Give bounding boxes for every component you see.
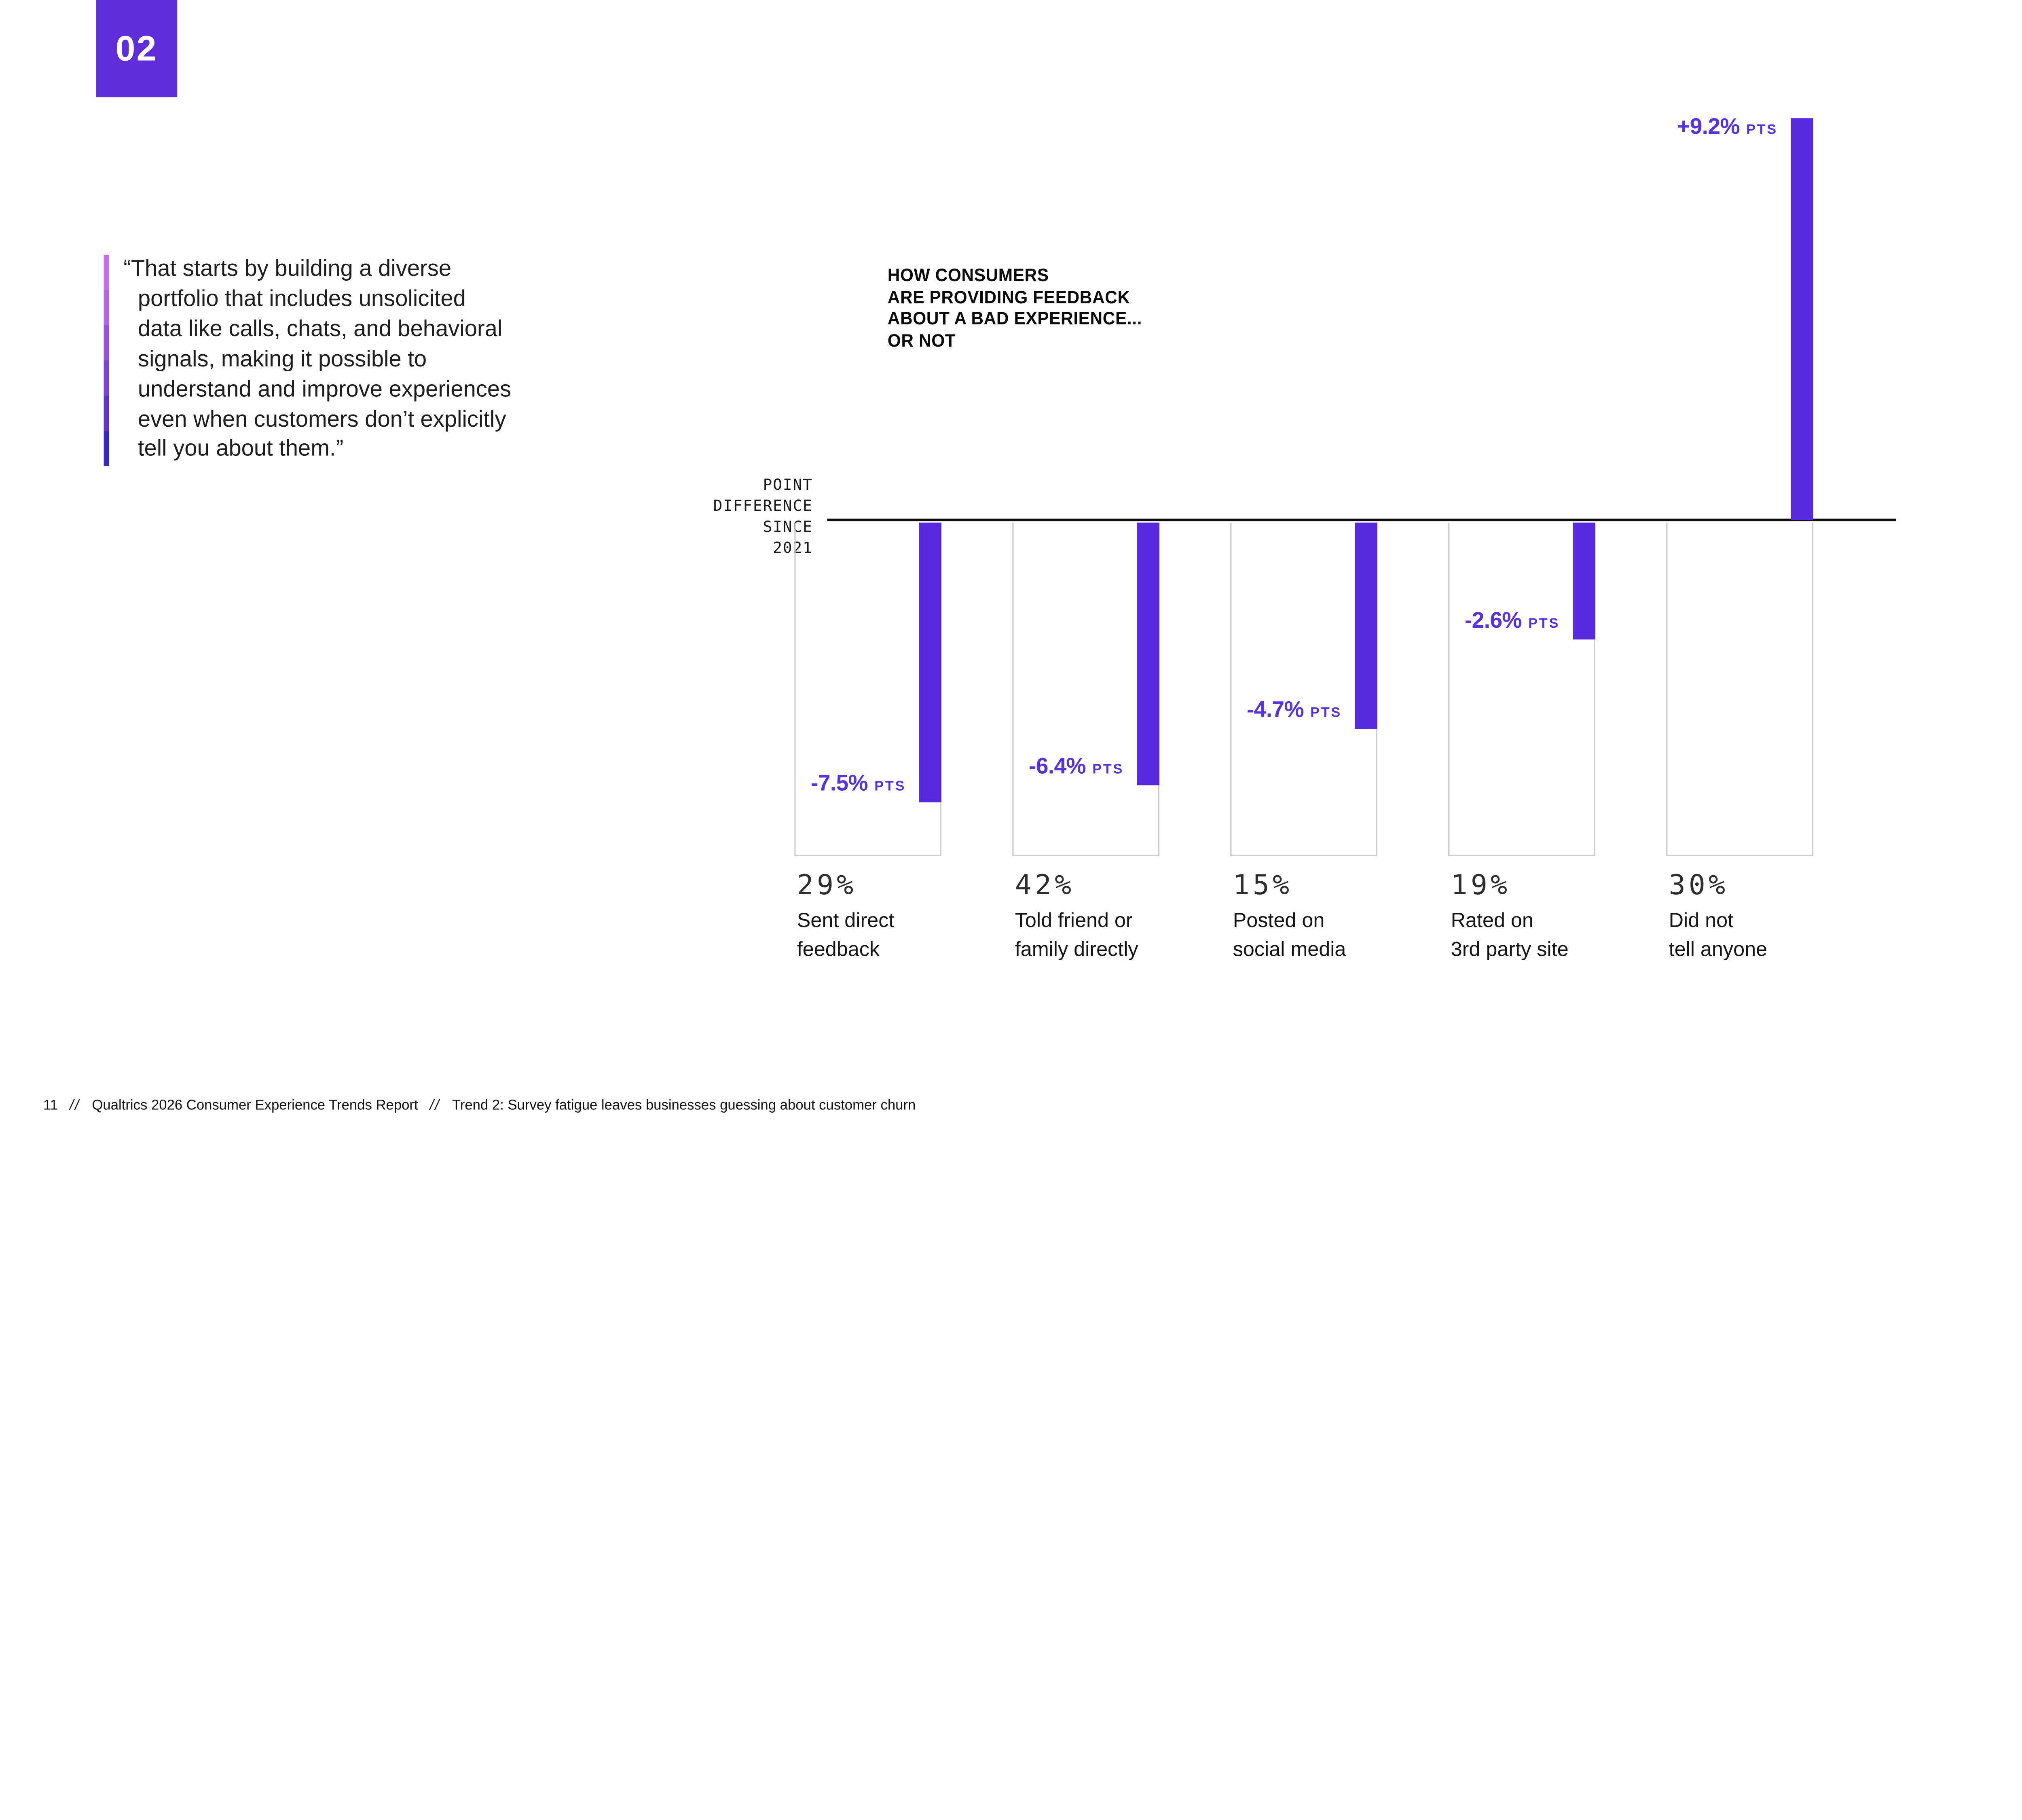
category-label-line: Posted on [1233, 910, 1325, 933]
value-label-unit: PTS [1528, 616, 1560, 632]
category-label-line: family directly [1015, 939, 1138, 962]
slide-canvas: 02 “That starts by building a diverse por… [43, 0, 1896, 1114]
chart-title: HOW CONSUMERS ARE PROVIDING FEEDBACK ABOUT… [888, 265, 1142, 353]
quote-line: signals, making it possible to [137, 345, 427, 371]
category-label: Posted on social media [1233, 908, 1443, 966]
value-label-number: -6.4% [1028, 753, 1086, 779]
bar [1137, 523, 1159, 785]
value-label: +9.2% PTS [1436, 114, 1778, 140]
category-box [1666, 523, 1813, 856]
category-label: Rated on 3rd party site [1451, 908, 1661, 966]
y-axis-label-line: DIFFERENCE [713, 496, 813, 515]
value-label-number: -4.7% [1246, 697, 1304, 722]
share-label: 42% [1015, 869, 1075, 901]
category-label-line: 3rd party site [1451, 939, 1569, 962]
quote-line: even when customers don’t explicitly [137, 405, 506, 432]
value-label: -2.6% PTS [1218, 608, 1560, 634]
footer-separator: // [429, 1098, 440, 1114]
y-axis-label-line: SINCE [763, 517, 813, 536]
category-label-line: feedback [797, 939, 880, 962]
category-label: Did not tell anyone [1669, 908, 1879, 966]
footer-page-number: 11 [43, 1098, 58, 1114]
category-label-line: tell anyone [1669, 939, 1768, 962]
share-label: 29% [797, 869, 857, 901]
value-label-unit: PTS [1746, 122, 1778, 138]
quote-accent-bar [104, 254, 109, 466]
category-label: Sent direct feedback [797, 908, 1007, 966]
category-label-line: Rated on [1451, 910, 1533, 933]
pull-quote: “That starts by building a diverse portfo… [123, 254, 532, 464]
y-axis-label-line: POINT [763, 475, 813, 494]
category-label-line: Did not [1669, 910, 1734, 933]
baseline-axis [827, 518, 1896, 522]
value-label-unit: PTS [874, 779, 906, 795]
footer-report-title: Qualtrics 2026 Consumer Experience Trend… [92, 1098, 418, 1114]
quote-line: tell you about them.” [137, 435, 344, 462]
footer-section-title: Trend 2: Survey fatigue leaves businesse… [452, 1098, 916, 1114]
value-label: -6.4% PTS [783, 754, 1124, 780]
section-number-badge: 02 [96, 0, 178, 97]
quote-line: data like calls, chats, and behavioral [137, 315, 503, 341]
category-label: Told friend or family directly [1015, 908, 1225, 966]
share-label: 15% [1233, 869, 1293, 901]
value-label: -7.5% PTS [565, 771, 906, 797]
bar [1791, 118, 1813, 520]
category-box [1448, 523, 1595, 856]
footer: 11 // Qualtrics 2026 Consumer Experience… [43, 1098, 916, 1113]
value-label-number: +9.2% [1677, 114, 1740, 140]
chart-title-line: OR NOT [887, 330, 956, 351]
section-number: 02 [115, 28, 158, 68]
category-label-line: social media [1233, 939, 1346, 962]
bar [1573, 523, 1595, 640]
quote-line: portfolio that includes unsolicited [137, 285, 466, 311]
value-label-number: -7.5% [811, 770, 868, 796]
y-axis-label: POINT DIFFERENCE SINCE 2021 [713, 474, 813, 558]
bar [1355, 523, 1377, 729]
chart-title-line: HOW CONSUMERS [887, 265, 1049, 285]
value-label-unit: PTS [1310, 705, 1342, 721]
value-label-unit: PTS [1092, 762, 1124, 778]
chart-title-line: ABOUT A BAD EXPERIENCE... [887, 309, 1142, 329]
quote-line: “That starts by building a diverse [123, 254, 452, 281]
share-label: 19% [1451, 869, 1511, 901]
y-axis-label-line: 2021 [773, 538, 813, 557]
share-label: 30% [1669, 869, 1729, 901]
value-label-number: -2.6% [1464, 608, 1522, 633]
chart-title-line: ARE PROVIDING FEEDBACK [887, 287, 1130, 307]
category-label-line: Sent direct [797, 910, 895, 933]
value-label: -4.7% PTS [1000, 697, 1342, 724]
footer-separator: // [70, 1098, 80, 1114]
category-label-line: Told friend or [1015, 910, 1133, 933]
bar [919, 523, 941, 802]
quote-line: understand and improve experiences [137, 375, 512, 402]
